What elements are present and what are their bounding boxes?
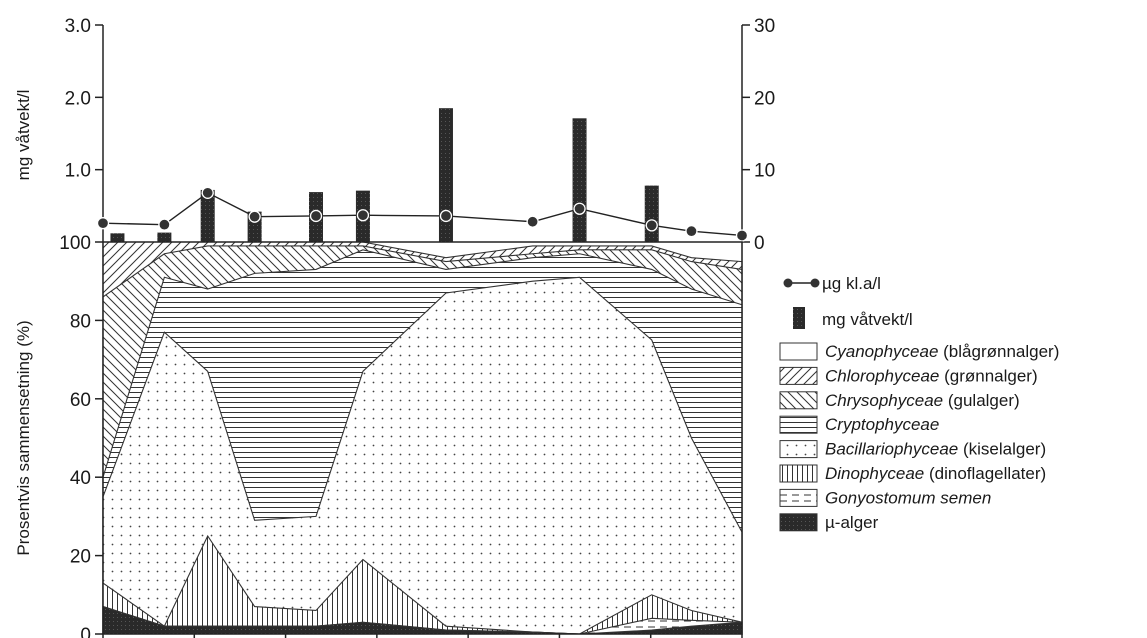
top-right-ticks: 30 20 10 0 bbox=[742, 16, 775, 254]
legend-bars-label: mg våtvekt/l bbox=[822, 310, 913, 329]
bottom-y-axis-label: Prosentvis sammensetning (%) bbox=[14, 320, 33, 555]
bottom-y-ticks: 100 80 60 40 20 0 bbox=[59, 233, 103, 638]
area-2 bbox=[102, 534, 743, 635]
legend-swatch bbox=[779, 440, 818, 459]
month-axis: AMJJASO bbox=[102, 634, 743, 638]
legend-item-label: Chrysophyceae (gulalger) bbox=[825, 391, 1020, 410]
legend-item-label: Bacillariophyceae (kiselalger) bbox=[825, 440, 1046, 459]
legend-swatch bbox=[779, 488, 818, 507]
chlorophyll-point bbox=[735, 229, 749, 242]
legend-chl-line: µg kl.a/l bbox=[783, 274, 881, 293]
legend-bar-swatch bbox=[793, 307, 805, 329]
biomass-bar bbox=[438, 108, 453, 242]
chlorophyll-point bbox=[685, 224, 698, 238]
top-left-tick-label: 2.0 bbox=[65, 88, 91, 109]
area-0 bbox=[102, 605, 743, 635]
bottom-panel: 100 80 60 40 20 0 Prosentvis sammensetning (%… bbox=[14, 233, 743, 638]
chlorophyll-point bbox=[439, 209, 453, 223]
legend-bars: mg våtvekt/l bbox=[793, 307, 913, 329]
legend: µg kl.a/l mg våtvekt/l Cyanophyceae (blå… bbox=[779, 274, 1059, 532]
chlorophyll-point bbox=[96, 217, 110, 230]
biomass-bar bbox=[110, 233, 125, 242]
area-3 bbox=[102, 276, 743, 635]
top-left-ticks: 3.0 2.0 1.0 bbox=[65, 16, 103, 182]
legend-item-label: µ-alger bbox=[825, 513, 879, 532]
legend-swatch bbox=[779, 415, 818, 434]
biomass-bar bbox=[572, 118, 587, 242]
top-right-tick-label: 10 bbox=[754, 161, 775, 182]
bottom-tick-label: 80 bbox=[70, 311, 91, 332]
legend-item-label: Gonyostomum semen bbox=[825, 488, 991, 507]
bottom-tick-label: 20 bbox=[70, 547, 91, 568]
legend-swatch bbox=[779, 391, 818, 410]
legend-item-label: Cryptophyceae bbox=[825, 415, 939, 434]
legend-item-label: Chlorophyceae (grønnalger) bbox=[825, 366, 1038, 385]
chlorophyll-point bbox=[309, 209, 323, 223]
legend-marker-left bbox=[783, 278, 793, 288]
legend-swatch bbox=[779, 464, 818, 483]
composition-areas bbox=[102, 241, 743, 635]
top-right-tick-label: 20 bbox=[754, 88, 775, 109]
legend-marker-right bbox=[810, 278, 820, 288]
chlorophyll-point bbox=[526, 215, 539, 228]
top-right-tick-label: 0 bbox=[754, 233, 765, 254]
top-left-tick-label: 1.0 bbox=[65, 161, 91, 182]
chlorophyll-point bbox=[201, 186, 214, 199]
biomass-bar bbox=[157, 232, 172, 242]
top-left-tick-label: 3.0 bbox=[65, 16, 91, 37]
chlorophyll-point bbox=[645, 219, 658, 232]
bottom-tick-label: 100 bbox=[59, 233, 91, 254]
legend-item-label: Dinophyceae (dinoflagellater) bbox=[825, 464, 1046, 483]
bottom-tick-label: 40 bbox=[70, 468, 91, 489]
legend-item-label: Cyanophyceae (blågrønnalger) bbox=[825, 342, 1059, 361]
chlorophyll-point bbox=[573, 202, 586, 215]
legend-series: Cyanophyceae (blågrønnalger) Chlorophycea… bbox=[779, 342, 1059, 532]
biomass-bar bbox=[200, 189, 215, 242]
legend-chl-label: µg kl.a/l bbox=[822, 274, 881, 293]
top-right-tick-label: 30 bbox=[754, 16, 775, 37]
chlorophyll-point bbox=[158, 218, 171, 231]
chlorophyll-line bbox=[96, 186, 749, 242]
chlorophyll-point bbox=[356, 209, 370, 222]
biomass-bars bbox=[110, 108, 659, 242]
chlorophyll-point bbox=[248, 210, 261, 223]
legend-swatch bbox=[779, 366, 818, 385]
bottom-tick-label: 60 bbox=[70, 390, 91, 411]
bottom-tick-label: 0 bbox=[80, 625, 91, 638]
bottom-plot-frame bbox=[102, 241, 743, 635]
biomass-bar bbox=[644, 185, 659, 242]
legend-swatch bbox=[779, 342, 818, 361]
chlorophyll-polyline bbox=[102, 191, 743, 237]
top-y-axis-label: mg våtvekt/l bbox=[14, 90, 33, 181]
legend-swatch bbox=[779, 513, 818, 532]
